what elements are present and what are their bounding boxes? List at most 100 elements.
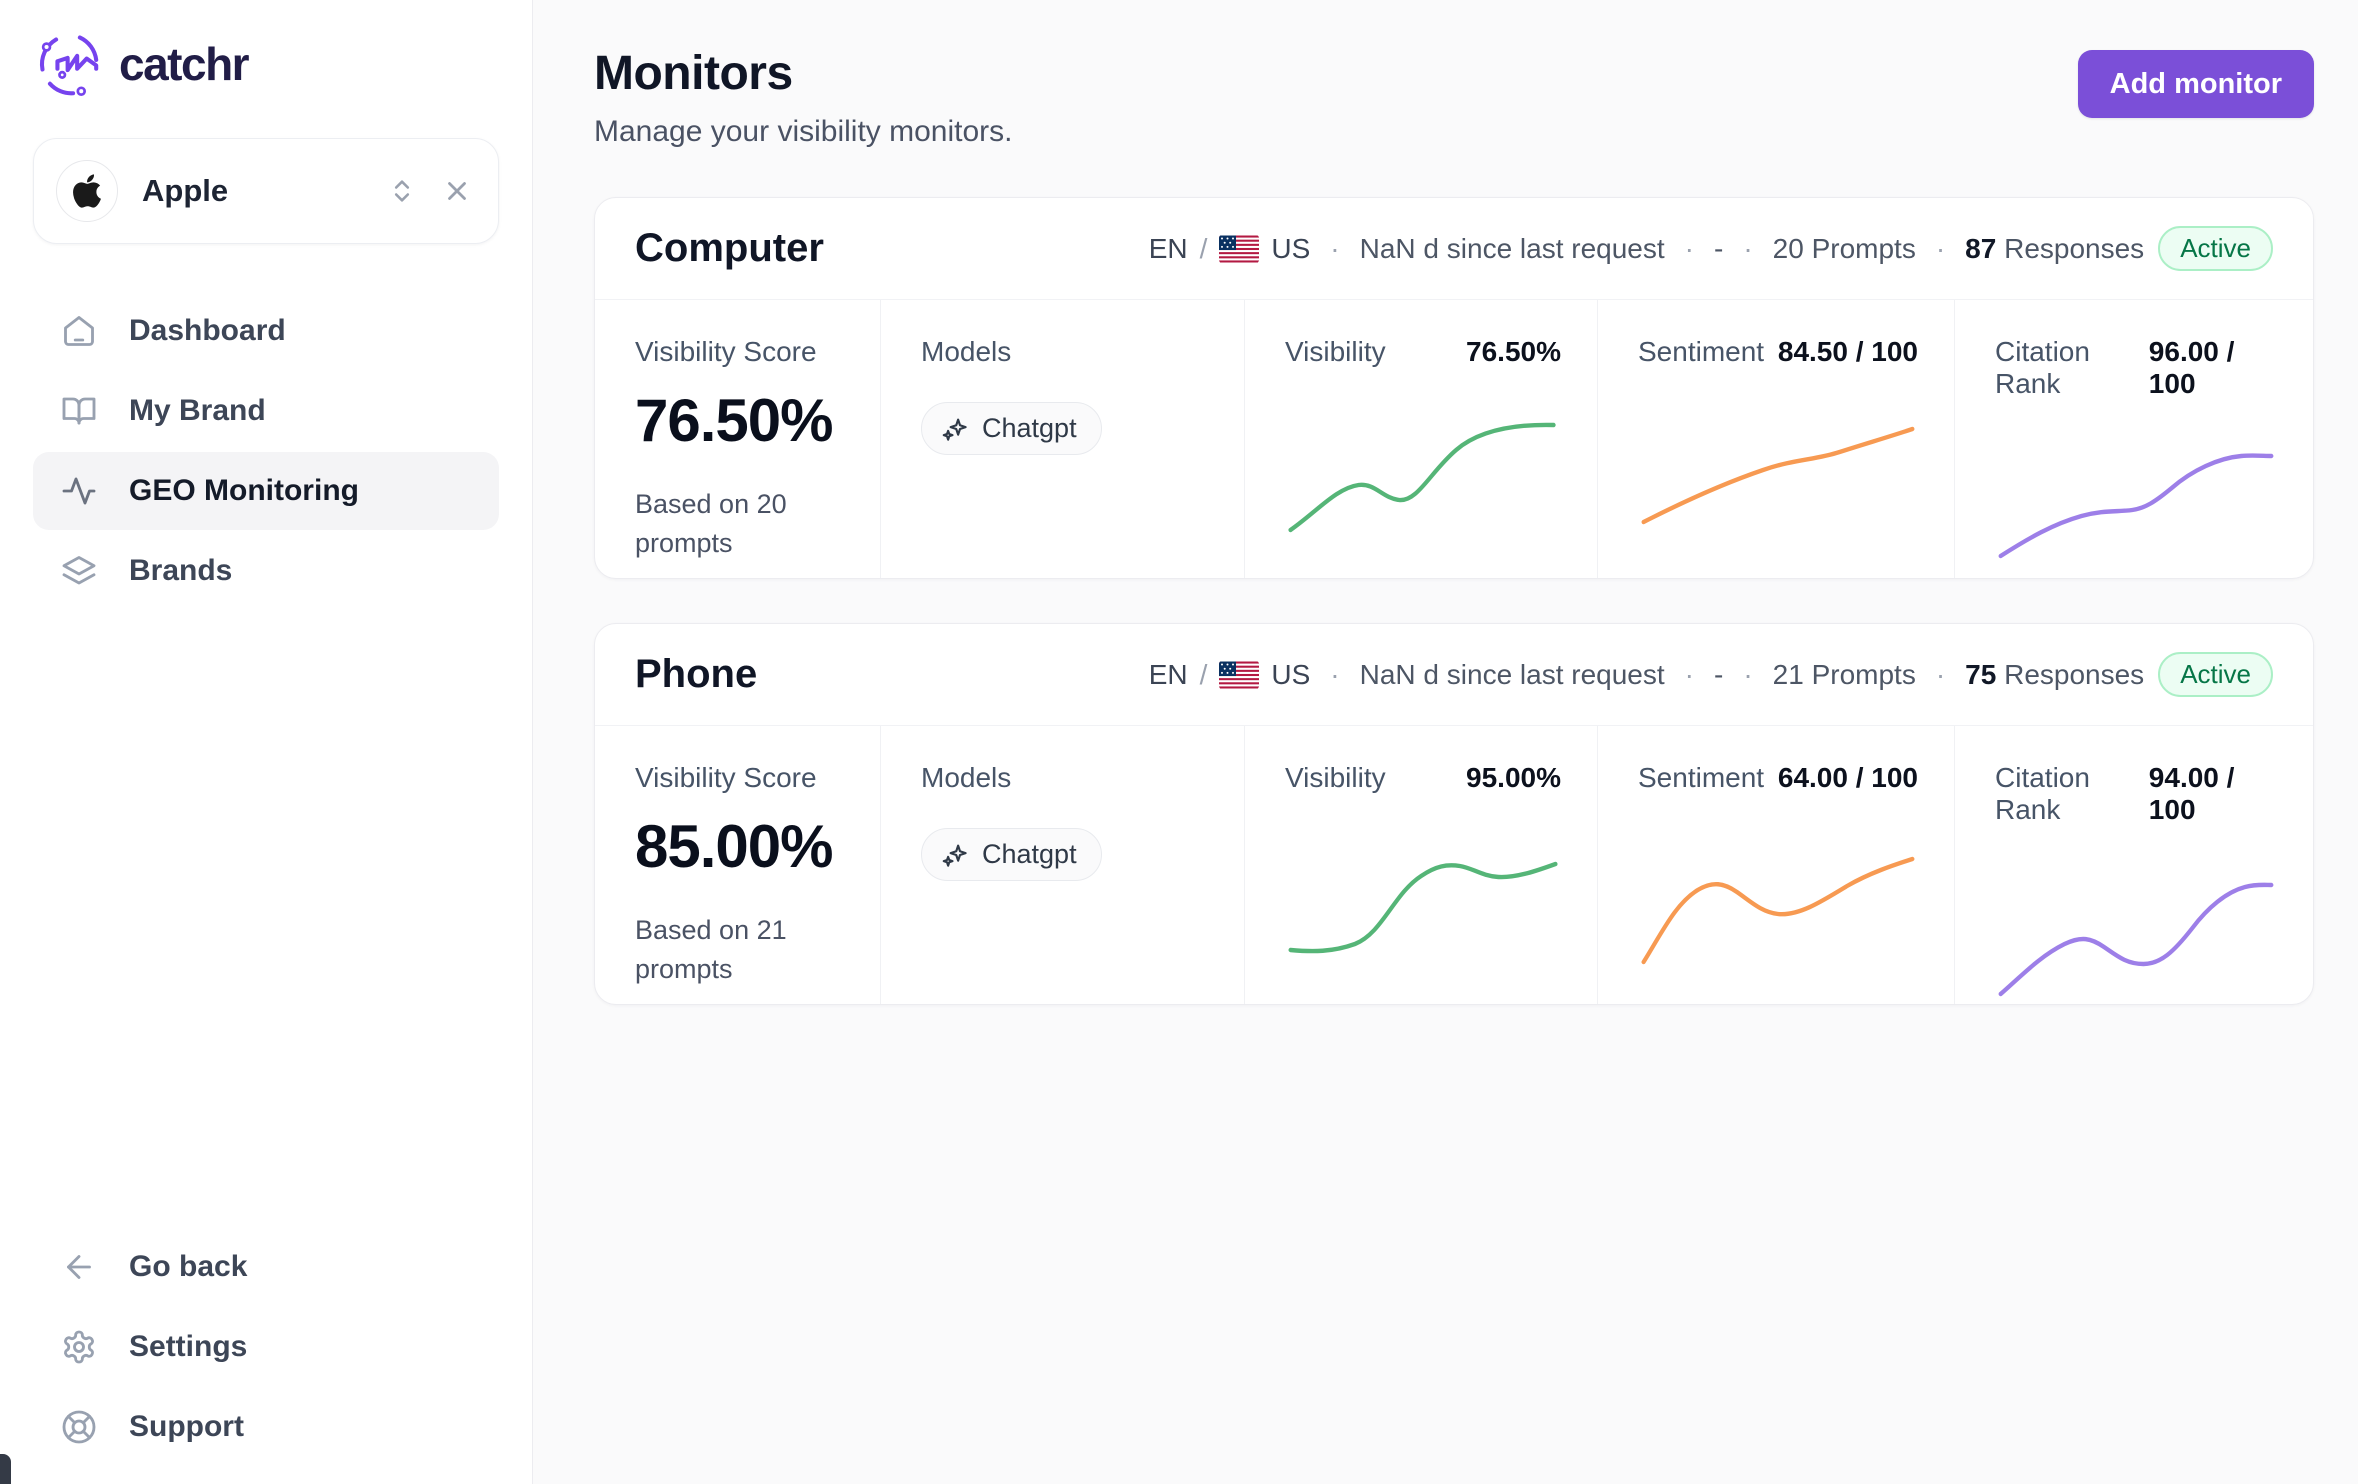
separator: · xyxy=(1743,658,1753,690)
monitor-title: Phone xyxy=(635,652,758,696)
status-badge: Active xyxy=(2158,652,2273,697)
visibility-metric: Visibility 76.50% xyxy=(1244,300,1597,578)
separator: / xyxy=(1199,658,1208,690)
monitor-meta: EN / US · NaN d since last request · - ·… xyxy=(1149,659,2144,691)
monitor-language: EN xyxy=(1148,658,1188,690)
metric-label: Citation Rank xyxy=(1995,336,2090,399)
chevron-up-down-icon[interactable] xyxy=(388,177,416,205)
us-flag-icon xyxy=(1219,661,1260,688)
citation-rank-sparkline xyxy=(1998,453,2274,559)
catchr-logo-icon xyxy=(39,35,99,96)
monitor-meta: EN / US · NaN d since last request · - ·… xyxy=(1149,233,2144,265)
monitor-language: EN xyxy=(1148,232,1188,264)
settings-button[interactable]: Settings xyxy=(33,1308,499,1386)
monitor-card-header: Phone EN / US · NaN d since last request… xyxy=(595,624,2313,726)
metric-value: 95.00% xyxy=(1466,762,1561,793)
separator: · xyxy=(1935,658,1946,690)
based-on-text: Based on 21 prompts xyxy=(635,915,787,985)
monitor-card-body: Visibility Score 85.00% Based on 21 prom… xyxy=(595,726,2313,1004)
sidebar-nav: Dashboard My Brand GEO Monitoring Brands xyxy=(33,292,499,610)
sidebar-item-my-brand[interactable]: My Brand xyxy=(33,372,499,450)
visibility-score-value: 85.00% xyxy=(635,813,834,880)
metric-value: 94.00 / 100 xyxy=(2148,762,2235,825)
logo-wordmark: catchr xyxy=(119,38,250,90)
monitor-card-body: Visibility Score 76.50% Based on 20 prom… xyxy=(595,300,2313,578)
status-badge: Active xyxy=(2158,226,2273,271)
sidebar-item-label: Brands xyxy=(129,554,233,587)
prompts-count: 20 Prompts xyxy=(1772,232,1916,264)
model-chip-chatgpt[interactable]: Chatgpt xyxy=(921,828,1102,881)
separator: · xyxy=(1330,658,1340,690)
go-back-button[interactable]: Go back xyxy=(33,1228,499,1306)
prompts-count: 21 Prompts xyxy=(1772,658,1916,690)
models-label: Models xyxy=(921,336,1012,367)
responses-count: 75 Responses xyxy=(1965,658,2145,690)
sidebar-item-brands[interactable]: Brands xyxy=(33,532,499,610)
sidebar-item-label: Dashboard xyxy=(129,314,286,347)
visibility-score-column: Visibility Score 85.00% Based on 21 prom… xyxy=(595,726,880,1004)
corner-artifact xyxy=(0,1454,11,1484)
monitor-country: US xyxy=(1271,232,1311,264)
sparkles-icon xyxy=(942,844,967,867)
metric-label: Sentiment xyxy=(1638,336,1765,367)
sidebar-item-label: My Brand xyxy=(129,394,266,427)
page-title: Monitors xyxy=(594,47,793,100)
sidebar-item-label: Go back xyxy=(129,1250,248,1283)
sparkles-icon xyxy=(942,418,967,441)
citation-rank-sparkline xyxy=(1998,882,2274,997)
arrow-left-icon xyxy=(61,1248,99,1286)
visibility-sparkline xyxy=(1288,422,1556,533)
separator: · xyxy=(1935,232,1946,264)
add-monitor-button[interactable]: Add monitor xyxy=(2077,50,2314,118)
separator: · xyxy=(1743,232,1753,264)
sentiment-metric: Sentiment 64.00 / 100 xyxy=(1597,726,1954,1004)
main-content: Monitors Manage your visibility monitors… xyxy=(533,0,2358,1484)
separator: · xyxy=(1684,658,1694,690)
model-chip-label: Chatgpt xyxy=(982,413,1077,443)
sentiment-sparkline xyxy=(1641,426,1915,525)
sentiment-sparkline xyxy=(1641,856,1915,965)
visibility-metric: Visibility 95.00% xyxy=(1244,726,1597,1004)
model-chip-label: Chatgpt xyxy=(982,839,1077,869)
metric-value: 76.50% xyxy=(1466,336,1561,367)
empty-value: - xyxy=(1714,232,1724,264)
visibility-score-column: Visibility Score 76.50% Based on 20 prom… xyxy=(595,300,880,578)
sidebar-footer: Go back Settings Support xyxy=(33,1228,499,1466)
model-chip-chatgpt[interactable]: Chatgpt xyxy=(921,402,1102,455)
responses-count: 87 Responses xyxy=(1965,232,2145,264)
based-on-text: Based on 20 prompts xyxy=(635,489,787,559)
metric-value: 96.00 / 100 xyxy=(2148,336,2235,399)
metric-value: 64.00 / 100 xyxy=(1777,762,1918,793)
metric-label: Visibility xyxy=(1285,336,1386,367)
support-button[interactable]: Support xyxy=(33,1388,499,1466)
citation-rank-metric: Citation Rank 96.00 / 100 xyxy=(1954,300,2313,578)
metric-label: Citation Rank xyxy=(1995,762,2090,825)
life-buoy-icon xyxy=(61,1408,99,1446)
metric-label: Visibility xyxy=(1285,762,1386,793)
apple-logo-icon xyxy=(56,160,118,222)
last-request-text: NaN d since last request xyxy=(1359,232,1665,264)
separator: · xyxy=(1684,232,1694,264)
sidebar: catchr Apple Dashboard My Brand xyxy=(0,0,533,1484)
metric-value: 84.50 / 100 xyxy=(1777,336,1918,367)
models-column: Models Chatgpt xyxy=(880,726,1244,1004)
visibility-score-label: Visibility Score xyxy=(635,336,817,367)
sidebar-item-dashboard[interactable]: Dashboard xyxy=(33,292,499,370)
empty-value: - xyxy=(1714,658,1724,690)
sidebar-item-label: Settings xyxy=(129,1330,248,1363)
visibility-score-label: Visibility Score xyxy=(635,762,817,793)
monitor-title: Computer xyxy=(635,226,824,270)
sidebar-item-geo-monitoring[interactable]: GEO Monitoring xyxy=(33,452,499,530)
layers-icon xyxy=(61,552,99,590)
last-request-text: NaN d since last request xyxy=(1359,658,1665,690)
brand-selector[interactable]: Apple xyxy=(33,138,499,244)
models-column: Models Chatgpt xyxy=(880,300,1244,578)
home-icon xyxy=(61,312,99,350)
separator: · xyxy=(1330,232,1340,264)
metric-label: Sentiment xyxy=(1638,762,1765,793)
sidebar-item-label: Support xyxy=(129,1410,244,1443)
close-icon[interactable] xyxy=(442,176,472,206)
monitor-card-header: Computer EN / US · NaN d since last requ… xyxy=(595,198,2313,300)
app-logo: catchr xyxy=(33,30,499,98)
gear-icon xyxy=(61,1328,99,1366)
